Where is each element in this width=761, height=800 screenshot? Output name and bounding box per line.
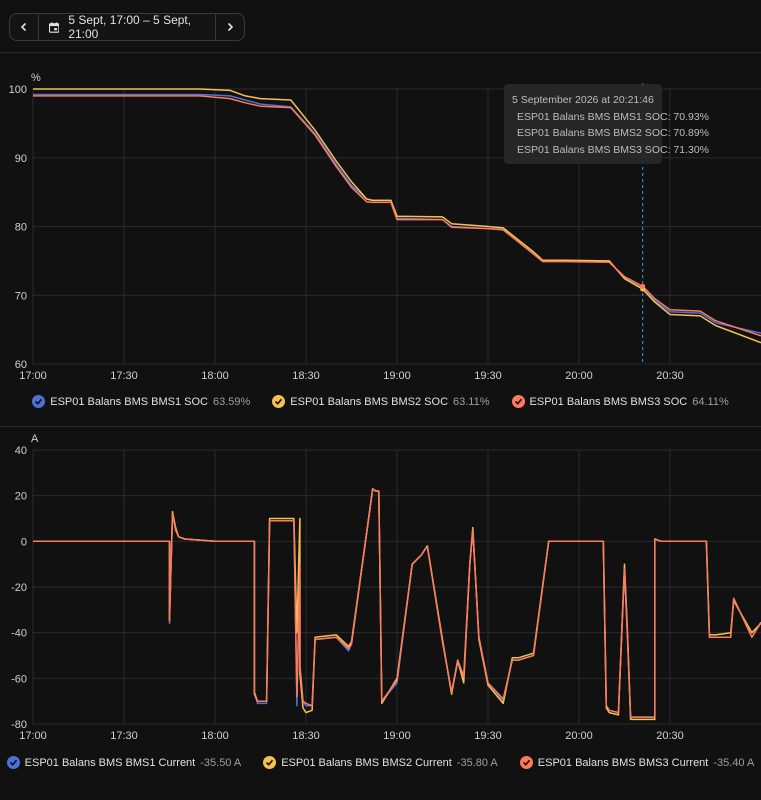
- hover-point: [640, 283, 646, 289]
- legend-item-bms1-soc[interactable]: ESP01 Balans BMS BMS1 SOC 63.59%: [32, 395, 250, 408]
- checkbox-checked-icon: [32, 395, 46, 408]
- y-tick-label: 60: [15, 359, 27, 371]
- y-axis-unit: A: [31, 433, 39, 445]
- legend-item-bms3-soc[interactable]: ESP01 Balans BMS BMS3 SOC 64.11%: [511, 395, 729, 408]
- y-tick-label: -80: [11, 719, 27, 731]
- y-tick-label: -40: [11, 628, 27, 640]
- legend-label: ESP01 Balans BMS BMS2 SOC: [290, 395, 449, 408]
- next-range-button[interactable]: [216, 14, 244, 40]
- x-tick-label: 17:30: [110, 730, 138, 742]
- legend-value: -35.50 A: [200, 756, 242, 769]
- tooltip-row: ESP01 Balans BMS BMS2 SOC: 70.89%: [512, 125, 709, 142]
- current-chart[interactable]: -80 -60 -40 -20 0 20 40 17:00 17:30 18:00 18:30 19:…: [0, 430, 761, 750]
- date-range-label: 5 Sept, 17:00 – 5 Sept, 21:00: [68, 13, 192, 41]
- legend-value: -35.40 A: [713, 756, 755, 769]
- x-tick-label: 18:00: [201, 730, 229, 742]
- y-tick-label: 100: [9, 84, 27, 96]
- chart-tooltip: 5 September 2026 at 20:21:46 ESP01 Balan…: [504, 84, 709, 164]
- x-tick-label: 17:30: [110, 370, 138, 382]
- chevron-left-icon: [20, 22, 27, 32]
- y-tick-label: 20: [15, 491, 27, 503]
- checkbox-checked-icon: [272, 395, 286, 408]
- y-tick-label: 0: [21, 536, 27, 548]
- x-tick-label: 20:30: [656, 370, 684, 382]
- checkbox-checked-icon: [6, 756, 20, 769]
- chevron-right-icon: [227, 22, 234, 32]
- y-tick-label: 80: [15, 222, 27, 234]
- nav-separator: [215, 14, 216, 40]
- tooltip-row-label: ESP01 Balans BMS BMS3 SOC: 71.30%: [517, 143, 710, 156]
- checkbox-checked-icon: [511, 395, 525, 408]
- tooltip-row: ESP01 Balans BMS BMS1 SOC: 70.93%: [512, 109, 709, 126]
- x-tick-label: 18:30: [292, 730, 320, 742]
- tooltip-row: ESP01 Balans BMS BMS3 SOC: 71.30%: [512, 142, 709, 159]
- legend-item-bms2-soc[interactable]: ESP01 Balans BMS BMS2 SOC 63.11%: [272, 395, 490, 408]
- x-tick-label: 20:30: [656, 730, 684, 742]
- soc-legend: ESP01 Balans BMS BMS1 SOC 63.59% ESP01 B…: [0, 395, 761, 408]
- checkbox-checked-icon: [263, 756, 277, 769]
- x-tick-label: 17:00: [19, 730, 47, 742]
- legend-label: ESP01 Balans BMS BMS3 SOC: [529, 395, 688, 408]
- tooltip-row-label: ESP01 Balans BMS BMS2 SOC: 70.89%: [517, 127, 710, 139]
- nav-separator: [38, 14, 39, 40]
- legend-label: ESP01 Balans BMS BMS3 Current: [537, 756, 709, 769]
- toolbar: 5 Sept, 17:00 – 5 Sept, 21:00: [0, 0, 761, 53]
- legend-item-bms1-current[interactable]: ESP01 Balans BMS BMS1 Current -35.50 A: [6, 756, 242, 769]
- tooltip-title: 5 September 2026 at 20:21:46: [512, 94, 654, 106]
- series-line-bms3: [33, 488, 761, 718]
- x-tick-label: 20:00: [565, 370, 593, 382]
- series-line-bms3: [33, 95, 761, 337]
- series-line-bms2: [33, 88, 761, 344]
- legend-value: -35.80 A: [456, 756, 498, 769]
- y-tick-label: 90: [15, 153, 27, 165]
- x-tick-label: 19:00: [383, 730, 411, 742]
- x-tick-label: 18:30: [292, 370, 320, 382]
- previous-range-button[interactable]: [10, 14, 38, 40]
- x-tick-label: 19:30: [474, 730, 502, 742]
- date-range-picker[interactable]: 5 Sept, 17:00 – 5 Sept, 21:00: [39, 13, 215, 41]
- calendar-icon: [49, 21, 60, 33]
- tooltip-row-label: ESP01 Balans BMS BMS1 SOC: 70.93%: [517, 110, 710, 123]
- x-tick-label: 19:30: [474, 370, 502, 382]
- section-divider: [0, 426, 761, 427]
- checkbox-checked-icon: [519, 756, 533, 769]
- legend-value: 63.59%: [212, 395, 251, 408]
- legend-value: 64.11%: [692, 395, 729, 408]
- legend-label: ESP01 Balans BMS BMS1 SOC: [50, 395, 208, 408]
- x-tick-label: 17:00: [19, 370, 47, 382]
- date-range-navigator: 5 Sept, 17:00 – 5 Sept, 21:00: [9, 13, 245, 41]
- legend-value: 63.11%: [453, 395, 490, 408]
- y-tick-label: -60: [11, 673, 27, 685]
- current-legend: ESP01 Balans BMS BMS1 Current -35.50 A E…: [0, 756, 761, 769]
- x-tick-label: 20:00: [565, 730, 593, 742]
- y-tick-label: 40: [15, 445, 27, 457]
- x-tick-label: 18:00: [201, 370, 229, 382]
- legend-item-bms2-current[interactable]: ESP01 Balans BMS BMS2 Current -35.80 A: [263, 756, 498, 769]
- y-axis-unit: %: [31, 72, 41, 84]
- legend-item-bms3-current[interactable]: ESP01 Balans BMS BMS3 Current -35.40 A: [519, 756, 755, 769]
- legend-label: ESP01 Balans BMS BMS2 Current: [281, 756, 452, 769]
- y-tick-label: 70: [15, 290, 27, 302]
- x-tick-label: 19:00: [383, 370, 411, 382]
- legend-label: ESP01 Balans BMS BMS1 Current: [24, 756, 196, 769]
- y-tick-label: -20: [11, 582, 27, 594]
